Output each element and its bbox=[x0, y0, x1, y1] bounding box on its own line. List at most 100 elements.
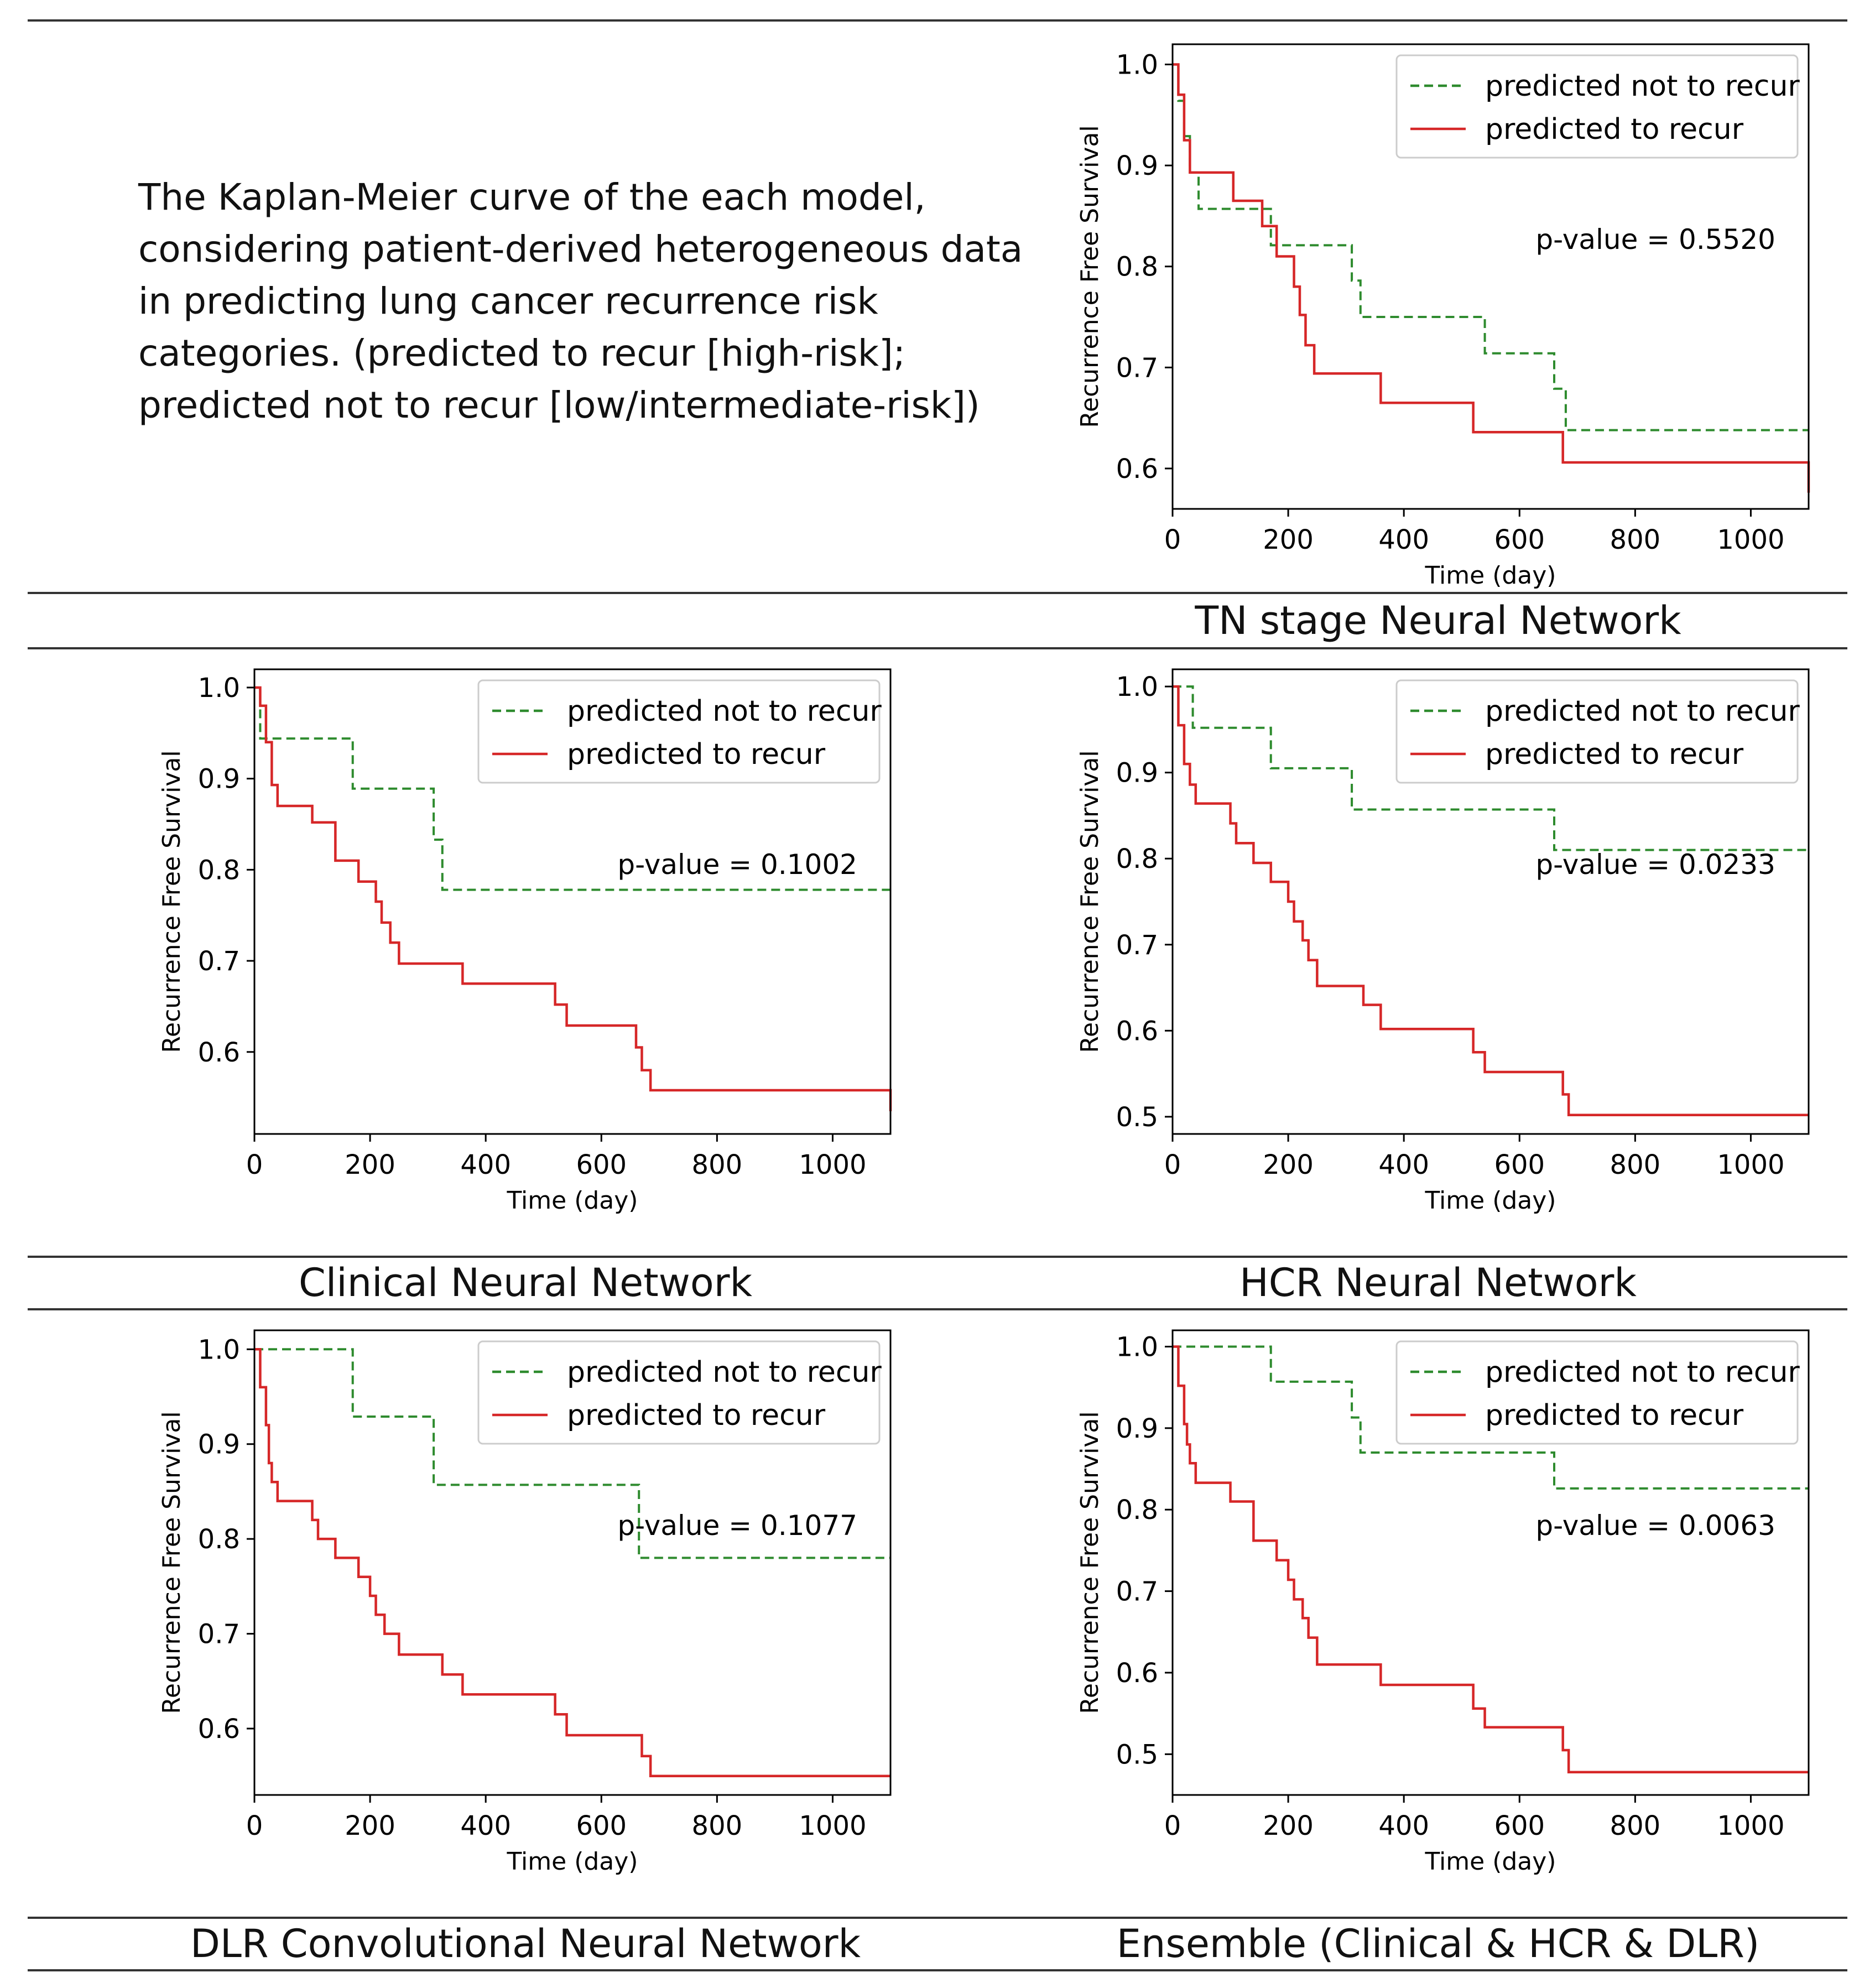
km-chart-ensemble-series-not-recur bbox=[1173, 1345, 1809, 1490]
panel-title-clinical: Clinical Neural Network bbox=[298, 1260, 753, 1305]
km-chart-clinical: 0 200 400 600 800 1000 0.6 0.7 0.8 0.9 1.0 Time (da… bbox=[158, 668, 892, 1215]
km-chart-dlr-legend-label: predicted not to recur bbox=[567, 1356, 882, 1389]
km-chart-ensemble-xtick-label: 800 bbox=[1610, 1810, 1661, 1841]
km-chart-hcr-axes-frame bbox=[1171, 668, 1810, 1135]
km-chart-dlr-xtick-label: 200 bbox=[345, 1810, 395, 1841]
km-chart-hcr-series-recur bbox=[1173, 685, 1809, 1117]
km-chart-hcr-xtick-label: 0 bbox=[1164, 1149, 1181, 1180]
panel-title-tn-stage: TN stage Neural Network bbox=[1195, 598, 1681, 643]
km-chart-ensemble-xtick-label: 200 bbox=[1263, 1810, 1314, 1841]
km-chart-tn-stage-p-value: p-value = 0.5520 bbox=[1535, 223, 1775, 256]
km-chart-hcr-ytick-label: 0.6 bbox=[1116, 1016, 1158, 1047]
km-chart-tn-stage-ytick-label: 0.6 bbox=[1116, 454, 1158, 485]
km-chart-ensemble-series-recur bbox=[1173, 1345, 1809, 1773]
km-chart-clinical-ytick-label: 0.7 bbox=[198, 946, 240, 977]
km-chart-hcr-xtick-label: 800 bbox=[1610, 1149, 1661, 1180]
km-chart-tn-stage-series-not-recur bbox=[1173, 63, 1809, 431]
km-chart-hcr-xtick-label: 400 bbox=[1378, 1149, 1429, 1180]
km-chart-tn-stage-xtick-label: 0 bbox=[1164, 524, 1181, 555]
km-chart-tn-stage-ytick-label: 0.9 bbox=[1116, 150, 1158, 181]
km-chart-hcr: 0 200 400 600 800 1000 0.5 0.6 0.7 0.8 0.9 1.0 Time … bbox=[1076, 668, 1810, 1215]
km-chart-dlr-ytick-label: 0.7 bbox=[198, 1619, 240, 1650]
km-chart-clinical-legend bbox=[477, 679, 881, 784]
km-chart-ensemble-ylabel: Recurrence Free Survival bbox=[1076, 1411, 1104, 1714]
km-chart-ensemble-xtick-label: 400 bbox=[1378, 1810, 1429, 1841]
rule-row3-top bbox=[28, 1308, 1847, 1310]
km-chart-hcr-xtick-label: 600 bbox=[1494, 1149, 1545, 1180]
km-chart-hcr-xtick-label: 1000 bbox=[1717, 1149, 1784, 1180]
km-chart-clinical-series-not-recur bbox=[254, 686, 890, 891]
km-chart-ensemble-ytick-label: 0.6 bbox=[1116, 1658, 1158, 1689]
km-chart-hcr-ytick-label: 0.7 bbox=[1116, 930, 1158, 961]
km-chart-dlr-p-value: p-value = 0.1077 bbox=[617, 1510, 857, 1542]
km-chart-ensemble-legend-label: predicted not to recur bbox=[1485, 1356, 1800, 1389]
km-chart-dlr: 0 200 400 600 800 1000 0.6 0.7 0.8 0.9 1.0 Time (da… bbox=[158, 1329, 892, 1876]
km-chart-dlr-ytick-label: 0.9 bbox=[198, 1429, 240, 1460]
km-chart-hcr-legend bbox=[1395, 679, 1799, 784]
figure-caption: The Kaplan-Meier curve of the each model… bbox=[138, 176, 1023, 426]
km-chart-hcr-ylabel: Recurrence Free Survival bbox=[1076, 750, 1104, 1053]
km-chart-dlr-legend-label: predicted to recur bbox=[567, 1399, 826, 1432]
rule-bottom bbox=[28, 1969, 1847, 1971]
km-chart-clinical-ylabel: Recurrence Free Survival bbox=[158, 750, 186, 1053]
km-chart-dlr-ytick-label: 0.6 bbox=[198, 1714, 240, 1745]
km-chart-tn-stage-ytick-label: 0.7 bbox=[1116, 352, 1158, 383]
km-chart-dlr-ylabel: Recurrence Free Survival bbox=[158, 1411, 186, 1714]
km-chart-tn-stage: 0 200 400 600 800 1000 0.6 0.7 0.8 0.9 1.0 Time (da… bbox=[1076, 43, 1810, 590]
km-chart-dlr-xlabel: Time (day) bbox=[507, 1848, 638, 1876]
km-chart-clinical-xtick-label: 800 bbox=[692, 1149, 743, 1180]
km-chart-ensemble-xtick-label: 1000 bbox=[1717, 1810, 1784, 1841]
km-chart-tn-stage-xtick-label: 600 bbox=[1494, 524, 1545, 555]
km-chart-hcr-legend-label: predicted to recur bbox=[1485, 738, 1744, 771]
rule-row3-bottom bbox=[28, 1917, 1847, 1919]
km-chart-tn-stage-xtick-label: 800 bbox=[1610, 524, 1661, 555]
km-chart-clinical-legend-label: predicted not to recur bbox=[567, 695, 882, 728]
km-chart-dlr-xtick-label: 1000 bbox=[799, 1810, 866, 1841]
panel-title-hcr: HCR Neural Network bbox=[1239, 1260, 1637, 1305]
km-chart-dlr-axes-frame bbox=[253, 1329, 892, 1796]
km-chart-clinical-ytick-label: 0.6 bbox=[198, 1037, 240, 1068]
km-chart-ensemble: 0 200 400 600 800 1000 0.5 0.6 0.7 0.8 0.9 1.0 Time … bbox=[1076, 1329, 1810, 1876]
km-chart-tn-stage-xtick-label: 200 bbox=[1263, 524, 1314, 555]
km-chart-hcr-xtick-label: 200 bbox=[1263, 1149, 1314, 1180]
km-chart-tn-stage-xlabel: Time (day) bbox=[1425, 561, 1556, 590]
km-chart-ensemble-legend-label: predicted to recur bbox=[1485, 1399, 1744, 1432]
panel-title-dlr: DLR Convolutional Neural Network bbox=[190, 1921, 861, 1966]
rule-row2-top bbox=[28, 647, 1847, 649]
km-chart-ensemble-ytick-label: 1.0 bbox=[1116, 1331, 1158, 1362]
km-chart-clinical-axes-frame bbox=[253, 668, 892, 1135]
km-chart-dlr-xtick-label: 800 bbox=[692, 1810, 743, 1841]
km-chart-tn-stage-legend bbox=[1395, 54, 1799, 159]
km-chart-tn-stage-xtick-label: 400 bbox=[1378, 524, 1429, 555]
km-chart-hcr-p-value: p-value = 0.0233 bbox=[1535, 849, 1775, 881]
km-chart-clinical-series-recur bbox=[254, 686, 892, 1111]
km-chart-ensemble-ytick-label: 0.7 bbox=[1116, 1576, 1158, 1607]
km-chart-dlr-series-not-recur bbox=[254, 1348, 890, 1559]
rule-row1-bottom bbox=[28, 592, 1847, 594]
panel-title-ensemble: Ensemble (Clinical & HCR & DLR) bbox=[1116, 1921, 1760, 1966]
km-chart-clinical-xlabel: Time (day) bbox=[507, 1186, 638, 1215]
km-chart-tn-stage-xtick-label: 1000 bbox=[1717, 524, 1784, 555]
km-chart-clinical-xtick-label: 200 bbox=[345, 1149, 395, 1180]
km-chart-clinical-xtick-label: 0 bbox=[246, 1149, 263, 1180]
km-chart-hcr-legend-label: predicted not to recur bbox=[1485, 695, 1800, 728]
km-chart-tn-stage-ytick-label: 0.8 bbox=[1116, 252, 1158, 283]
km-chart-clinical-xtick-label: 1000 bbox=[799, 1149, 866, 1180]
km-chart-clinical-ytick-label: 0.8 bbox=[198, 855, 240, 886]
km-chart-clinical-xtick-label: 400 bbox=[460, 1149, 511, 1180]
km-chart-hcr-ytick-label: 0.8 bbox=[1116, 844, 1158, 875]
km-chart-ensemble-ytick-label: 0.8 bbox=[1116, 1495, 1158, 1526]
km-chart-dlr-ytick-label: 0.8 bbox=[198, 1524, 240, 1555]
km-chart-ensemble-xlabel: Time (day) bbox=[1425, 1848, 1556, 1876]
rule-row2-bottom bbox=[28, 1256, 1847, 1258]
km-chart-dlr-ytick-label: 1.0 bbox=[198, 1334, 240, 1365]
km-chart-clinical-ytick-label: 1.0 bbox=[198, 673, 240, 704]
km-chart-hcr-xlabel: Time (day) bbox=[1425, 1186, 1556, 1215]
km-chart-clinical-xtick-label: 600 bbox=[576, 1149, 627, 1180]
km-chart-tn-stage-ylabel: Recurrence Free Survival bbox=[1076, 125, 1104, 428]
km-chart-ensemble-axes-frame bbox=[1171, 1329, 1810, 1796]
km-chart-ensemble-legend bbox=[1395, 1340, 1799, 1445]
km-chart-hcr-ytick-label: 0.9 bbox=[1116, 758, 1158, 789]
km-chart-ensemble-xtick-label: 600 bbox=[1494, 1810, 1545, 1841]
km-chart-clinical-p-value: p-value = 0.1002 bbox=[617, 849, 857, 881]
